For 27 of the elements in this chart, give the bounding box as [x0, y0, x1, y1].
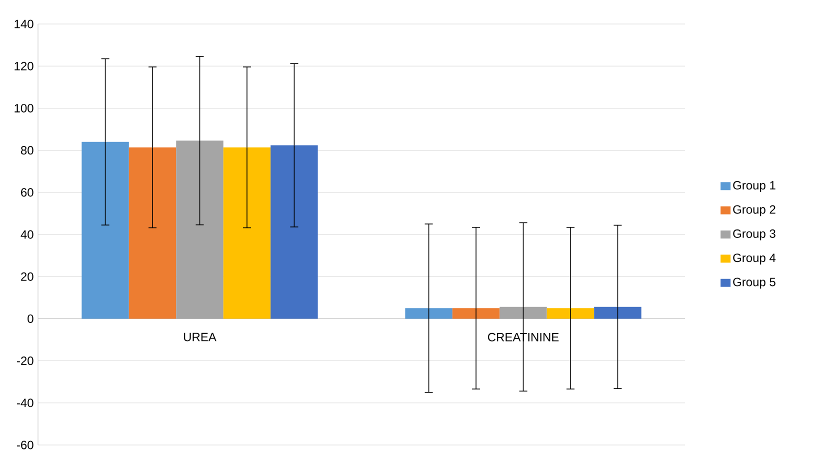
bar	[82, 142, 129, 319]
legend-label: Group 4	[733, 254, 776, 264]
y-tick-label: 60	[21, 188, 34, 197]
bar	[546, 308, 594, 319]
y-tick-label: 120	[14, 62, 34, 70]
legend-label: Group 3	[733, 229, 776, 240]
y-tick-label: -40	[16, 398, 34, 408]
y-tick-label: 20	[21, 272, 34, 281]
bar	[452, 308, 500, 319]
y-tick-label: 40	[20, 230, 34, 239]
y-tick-label: 140	[14, 20, 34, 28]
bar	[223, 147, 271, 319]
bar	[176, 140, 224, 319]
y-tick-label: -60	[16, 440, 34, 450]
legend-label: Group 5	[733, 278, 776, 289]
y-tick-label: -20	[16, 356, 34, 366]
bar	[405, 308, 452, 319]
y-tick-label: 0	[28, 314, 34, 323]
bar	[128, 147, 176, 319]
legend-label: Group 2	[733, 205, 776, 216]
y-tick-label: 80	[20, 146, 34, 155]
legend-label: Group 1	[733, 181, 776, 192]
x-tick-label: UREA	[184, 332, 216, 342]
bar	[594, 306, 642, 319]
y-tick-label: 100	[14, 104, 34, 112]
bar	[500, 306, 547, 319]
bar	[270, 145, 318, 319]
